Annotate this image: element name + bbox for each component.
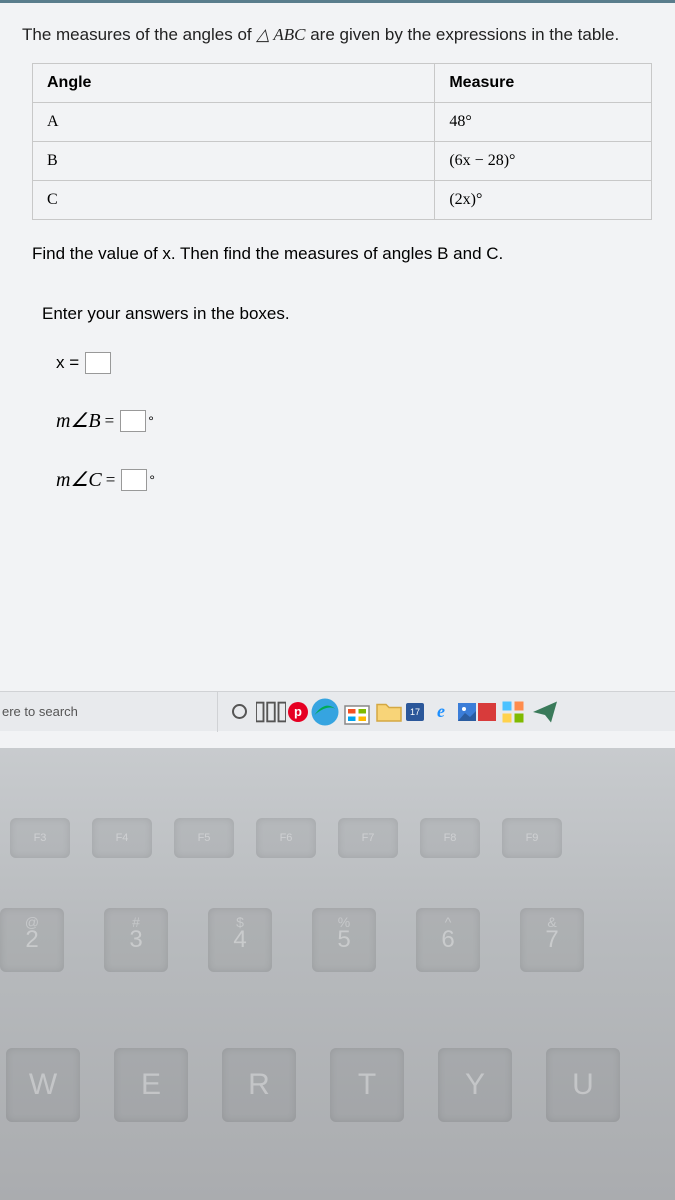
equals: =: [106, 470, 116, 490]
c-input[interactable]: [121, 469, 147, 491]
key-r: R: [222, 1048, 296, 1122]
key-y: Y: [438, 1048, 512, 1122]
answer-c-row: m∠C = °: [56, 467, 661, 492]
keyboard-area: F3 F4 F5 F6 F7 F8 F9 @2 #3 $4 %5 ^6 &7 W…: [0, 748, 675, 1200]
x-label: x =: [56, 353, 79, 373]
cortana-icon[interactable]: [224, 697, 254, 727]
key-u: U: [546, 1048, 620, 1122]
key-6: ^6: [416, 908, 480, 972]
key-w: W: [6, 1048, 80, 1122]
answer-b-row: m∠B = °: [56, 408, 661, 433]
taskview-icon[interactable]: [256, 697, 286, 727]
intro-suffix: are given by the expressions in the tabl…: [305, 25, 619, 44]
key-4: $4: [208, 908, 272, 972]
table-row: C (2x)°: [33, 181, 652, 220]
cell-measure-c: (2x)°: [435, 181, 652, 220]
key-f8: F8: [420, 818, 480, 858]
key-f7: F7: [338, 818, 398, 858]
taskbar-icons: p 17 e: [218, 697, 560, 727]
key-f6: F6: [256, 818, 316, 858]
problem-statement: The measures of the angles of △ ABC are …: [22, 25, 661, 45]
key-t: T: [330, 1048, 404, 1122]
table-header-row: Angle Measure: [33, 64, 652, 103]
fn-row: F3 F4 F5 F6 F7 F8 F9: [0, 818, 675, 858]
table-row: A 48°: [33, 103, 652, 142]
app-icon[interactable]: [478, 703, 496, 721]
upgrade-icon[interactable]: [498, 697, 528, 727]
ie-icon[interactable]: e: [426, 697, 456, 727]
store-icon[interactable]: [342, 697, 372, 727]
cell-measure-a: 48°: [435, 103, 652, 142]
search-box[interactable]: ere to search: [0, 692, 218, 732]
num-row: @2 #3 $4 %5 ^6 &7: [0, 908, 675, 972]
key-f9: F9: [502, 818, 562, 858]
search-text: ere to search: [2, 704, 78, 719]
key-3: #3: [104, 908, 168, 972]
b-input[interactable]: [120, 410, 146, 432]
degree-symbol: °: [148, 413, 154, 429]
key-e: E: [114, 1048, 188, 1122]
pinterest-icon[interactable]: p: [288, 702, 308, 722]
cell-angle-b: B: [33, 142, 435, 181]
x-input[interactable]: [85, 352, 111, 374]
key-5: %5: [312, 908, 376, 972]
find-instruction: Find the value of x. Then find the measu…: [32, 244, 661, 264]
header-measure: Measure: [435, 64, 652, 103]
answer-x-row: x =: [56, 352, 661, 374]
table-row: B (6x − 28)°: [33, 142, 652, 181]
screen-area: The measures of the angles of △ ABC are …: [0, 0, 675, 748]
enter-instruction: Enter your answers in the boxes.: [42, 304, 661, 324]
intro-prefix: The measures of the angles of: [22, 25, 256, 44]
key-f3: F3: [10, 818, 70, 858]
key-7: &7: [520, 908, 584, 972]
degree-symbol: °: [149, 472, 155, 488]
c-label: m∠C: [56, 467, 102, 492]
cell-measure-b: (6x − 28)°: [435, 142, 652, 181]
b-label: m∠B: [56, 408, 101, 433]
cell-angle-a: A: [33, 103, 435, 142]
equals: =: [105, 411, 115, 431]
letter-row: W E R T Y U: [0, 1048, 675, 1122]
header-angle: Angle: [33, 64, 435, 103]
taskbar: ere to search p 17 e: [0, 691, 675, 731]
cell-angle-c: C: [33, 181, 435, 220]
chat-icon[interactable]: 17: [406, 703, 424, 721]
key-f4: F4: [92, 818, 152, 858]
key-f5: F5: [174, 818, 234, 858]
angle-table: Angle Measure A 48° B (6x − 28)° C (2x)°: [32, 63, 652, 220]
key-2: @2: [0, 908, 64, 972]
photos-icon[interactable]: [458, 703, 476, 721]
file-explorer-icon[interactable]: [374, 697, 404, 727]
triangle-symbol: △ ABC: [256, 25, 305, 44]
send-icon[interactable]: [530, 697, 560, 727]
edge-icon[interactable]: [310, 697, 340, 727]
problem-content: The measures of the angles of △ ABC are …: [0, 3, 675, 492]
